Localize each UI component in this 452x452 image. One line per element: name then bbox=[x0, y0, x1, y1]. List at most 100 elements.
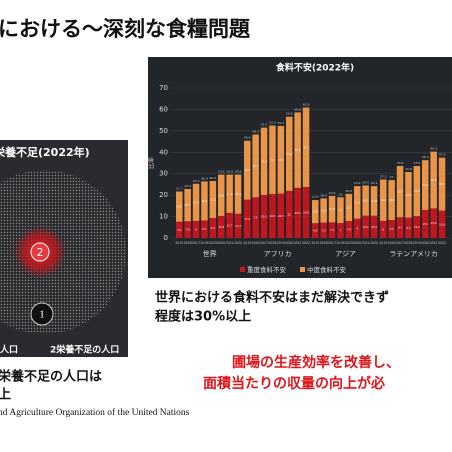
total-label: 48.3 bbox=[252, 130, 259, 134]
value-label: 27.5 bbox=[244, 168, 250, 172]
value-label: 18.2 bbox=[202, 199, 208, 203]
value-label: 10.8 bbox=[312, 210, 318, 214]
total-label: 45.4 bbox=[244, 136, 251, 140]
bar-segment bbox=[320, 198, 327, 223]
bar-segment bbox=[328, 222, 336, 238]
total-label: 26.6 bbox=[210, 176, 217, 180]
x-tick-label: 2022 bbox=[234, 241, 242, 245]
total-label: 24.5 bbox=[362, 181, 369, 185]
y-tick-label: 50 bbox=[159, 127, 168, 135]
chart-title: 食料不安(2022年) bbox=[275, 62, 354, 74]
y-tick-label: 10 bbox=[159, 213, 168, 221]
marker-label: 2 bbox=[37, 246, 44, 259]
total-label: 33.6 bbox=[414, 161, 421, 165]
y-tick-label: 60 bbox=[159, 105, 168, 113]
x-tick-label: 2021 bbox=[362, 241, 370, 245]
group-label: アフリカ bbox=[264, 250, 292, 258]
legend-label: 2栄養不足の人口 bbox=[50, 344, 119, 356]
value-label: 31.6 bbox=[278, 158, 284, 162]
bar-segment bbox=[337, 197, 344, 223]
bar-segment bbox=[260, 194, 268, 238]
bar-segment bbox=[362, 215, 369, 238]
bar-segment bbox=[286, 116, 293, 191]
bar-segment bbox=[252, 134, 259, 198]
value-label: 17.3 bbox=[210, 198, 216, 202]
total-label: 20.6 bbox=[346, 189, 353, 193]
value-label: 15.1 bbox=[185, 203, 191, 207]
value-label: 11.3 bbox=[235, 224, 241, 228]
bar-segment bbox=[354, 218, 361, 238]
bar-segment bbox=[294, 187, 301, 238]
x-tick-label: 2016 bbox=[184, 241, 192, 245]
value-label: 31.4 bbox=[261, 159, 267, 163]
value-label: 23.9 bbox=[397, 190, 403, 194]
bar-segment bbox=[396, 166, 404, 218]
bar-segment bbox=[201, 181, 208, 221]
value-label: 17.3 bbox=[193, 200, 199, 204]
value-label: 7.8 bbox=[186, 228, 190, 232]
x-tick-label: 2022 bbox=[370, 241, 378, 245]
value-label: 12 bbox=[339, 208, 343, 212]
bar-segment bbox=[176, 221, 183, 238]
x-tick-label: 2021 bbox=[294, 241, 302, 245]
y-axis-label: 比率 bbox=[148, 157, 156, 169]
value-label: 7.9 bbox=[347, 228, 351, 232]
x-tick-label: 2017 bbox=[328, 241, 336, 245]
total-label: 36.3 bbox=[422, 155, 429, 159]
value-label: 10.2 bbox=[414, 225, 420, 229]
x-tick-label: 2018 bbox=[200, 241, 208, 245]
x-tick-label: 2019 bbox=[277, 241, 285, 245]
x-tick-label: 2020 bbox=[353, 241, 361, 245]
value-label: 19 bbox=[254, 216, 258, 220]
message: 面積当たりの収量の向上が必 bbox=[203, 375, 385, 392]
chart-caption: 程度は30%以上 bbox=[155, 309, 251, 325]
bar-segment bbox=[312, 200, 319, 224]
bar-segment bbox=[413, 166, 421, 217]
bar-segment bbox=[201, 220, 208, 238]
value-label: 37.1 bbox=[303, 145, 309, 149]
group-label: 世界 bbox=[203, 249, 217, 258]
y-tick-label: 40 bbox=[159, 148, 168, 156]
total-label: 24.2 bbox=[354, 181, 361, 185]
y-tick-label: 20 bbox=[159, 191, 168, 199]
value-label: 23.4 bbox=[295, 211, 301, 215]
bar-segment bbox=[354, 186, 361, 219]
bar-segment bbox=[226, 174, 233, 213]
bar-segment bbox=[244, 199, 251, 238]
bar-segment bbox=[302, 107, 310, 187]
value-label: 7.3 bbox=[330, 228, 334, 232]
x-tick-label: 2022 bbox=[438, 241, 446, 245]
bar-segment bbox=[370, 215, 378, 238]
value-label: 32 bbox=[271, 158, 275, 162]
value-label: 8 bbox=[382, 227, 384, 231]
total-label: 33.6 bbox=[397, 161, 404, 165]
total-label: 21.7 bbox=[176, 187, 183, 191]
bar-segment bbox=[405, 172, 412, 218]
value-label: 9.5 bbox=[406, 226, 410, 230]
total-label: 19.6 bbox=[329, 191, 336, 195]
bar-segment bbox=[362, 185, 369, 216]
x-tick-label: 2019 bbox=[345, 241, 353, 245]
slide-title: における～深刻な食糧問題 bbox=[0, 17, 251, 41]
marker bbox=[30, 302, 54, 326]
total-label: 17.7 bbox=[312, 195, 319, 199]
total-label: 51.5 bbox=[261, 123, 268, 127]
bar-segment bbox=[380, 220, 387, 238]
value-label: 26.5 bbox=[431, 178, 437, 182]
value-label: 17.9 bbox=[244, 217, 250, 221]
bar-segment bbox=[184, 221, 191, 238]
bar-segment bbox=[209, 181, 217, 219]
x-tick-label: 2021 bbox=[430, 241, 438, 245]
value-label: 29.3 bbox=[253, 164, 259, 168]
x-tick-label: 2017 bbox=[396, 241, 404, 245]
x-tick-label: 2018 bbox=[404, 241, 412, 245]
bar-segment bbox=[234, 174, 242, 214]
bar-segment bbox=[192, 183, 200, 221]
value-label: 7 bbox=[340, 229, 342, 233]
panel-title: 栄養不足(2022年) bbox=[0, 145, 90, 159]
legend-label: 重度食料不安 bbox=[247, 265, 287, 274]
value-label: 11.3 bbox=[321, 208, 327, 212]
value-label: 13.8 bbox=[371, 199, 377, 203]
y-tick-label: 0 bbox=[164, 234, 168, 242]
bar-segment bbox=[269, 125, 276, 195]
